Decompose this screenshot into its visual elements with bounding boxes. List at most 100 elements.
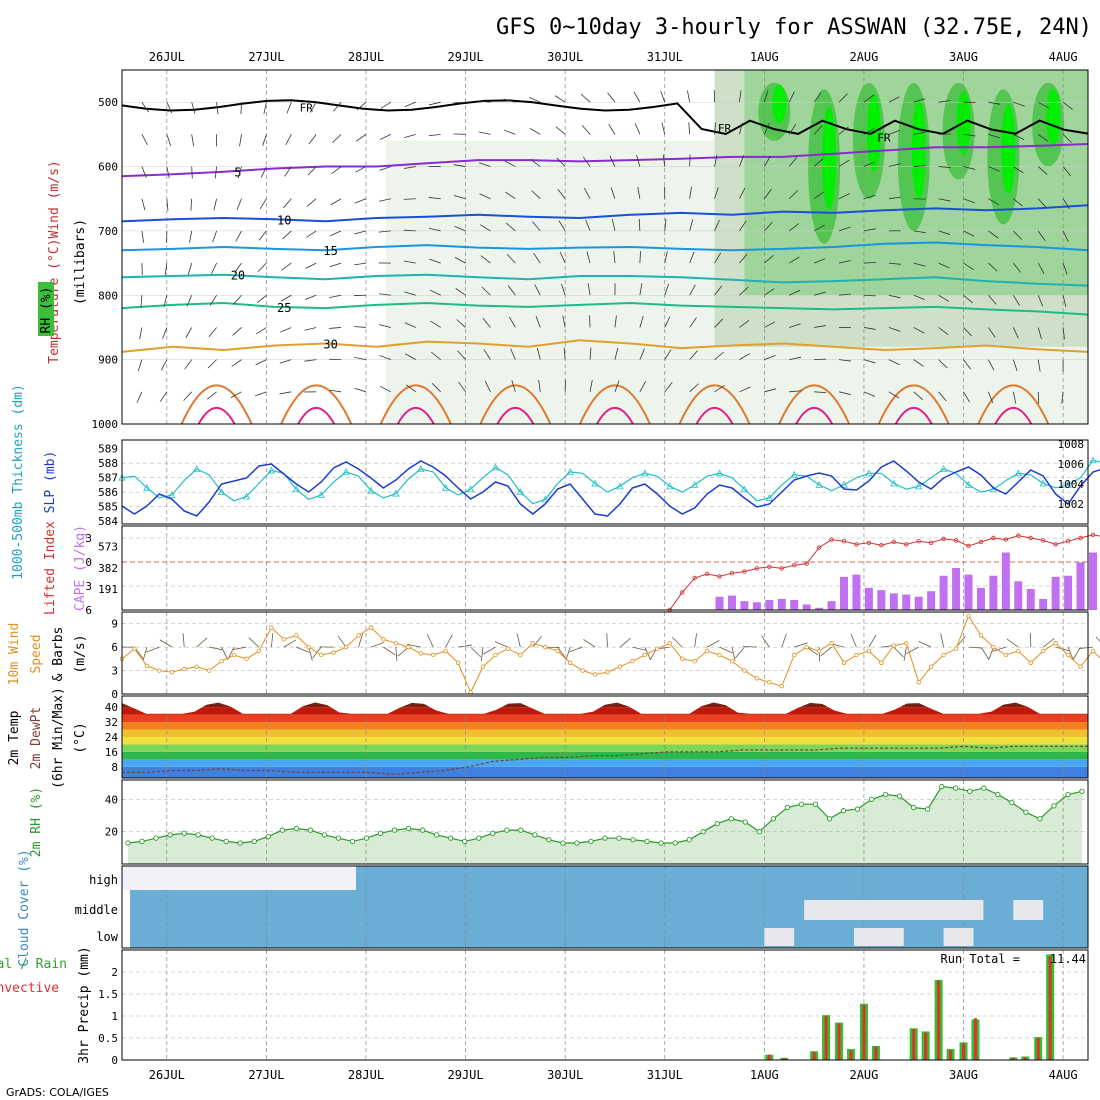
wind-speed-point: [829, 641, 834, 646]
wind-barb: [1012, 327, 1019, 339]
wind-speed-point: [1003, 652, 1009, 658]
wind-barb: [329, 389, 342, 393]
wind-speed-point: [1016, 648, 1021, 654]
wind-barb: [963, 230, 975, 237]
rh-cell-saturated: [772, 84, 787, 124]
thickness-point: [441, 483, 450, 491]
wind-barb: [714, 187, 719, 199]
isotherm-15: [121, 241, 1089, 252]
wind-barb: [209, 295, 217, 306]
wind-barb: [688, 122, 691, 135]
cloud-level-label: middle: [75, 903, 118, 917]
wind-speed-point: [717, 652, 722, 658]
top-date-label: 28JUL: [348, 50, 384, 64]
wind-barb: [230, 391, 242, 398]
wind-barb: [187, 262, 193, 275]
wind-barb: [963, 133, 976, 137]
wind-10m-barb: [1067, 646, 1074, 661]
precip-convective-bar: [812, 1052, 816, 1060]
wind-barb: [136, 391, 143, 403]
wind-speed-point: [667, 641, 672, 646]
wind-barb: [256, 327, 267, 335]
temperature-axis-label: (6hr Min/Max): [51, 687, 66, 789]
pressure-tick-label: 900: [98, 354, 118, 367]
rh-point: [419, 827, 426, 833]
wind-barb: [764, 388, 777, 393]
thickness-point: [367, 486, 375, 494]
wind-barb: [191, 102, 196, 114]
wind-barb: [1062, 101, 1073, 110]
temperature-color-band: [122, 744, 1088, 752]
lifted-index-tick-label: 0: [85, 556, 92, 569]
cape-bar: [765, 600, 774, 610]
wind-10m-barb: [283, 639, 297, 648]
wind-barb: [610, 187, 616, 199]
wind-barb: [838, 391, 851, 395]
thickness-tick-label: 587: [98, 472, 118, 485]
lifted-index-point: [891, 539, 897, 545]
wind-barb: [482, 317, 491, 328]
rh-point: [1079, 788, 1085, 794]
wind-barb: [141, 101, 150, 113]
wind-barb: [813, 258, 826, 264]
surface-isotherm-35: [280, 384, 353, 425]
wind-barb: [538, 379, 541, 392]
wind-barb: [888, 359, 900, 366]
wind-barb: [1062, 295, 1067, 308]
wind-barb: [788, 91, 795, 103]
wind-10m-barb: [820, 646, 832, 657]
wind-barb: [453, 164, 466, 167]
wind-barb: [379, 324, 391, 328]
panel6-frame: [121, 779, 1089, 865]
top-date-label: 27JUL: [248, 50, 284, 64]
wind-barb: [589, 347, 592, 360]
isotherm-label: 15: [323, 244, 337, 258]
thickness-point: [417, 465, 425, 472]
slp-tick-label: 1006: [1058, 458, 1085, 471]
slp-tick-label: 1002: [1058, 498, 1085, 511]
wind-barb: [507, 285, 516, 296]
wind-speed-point: [605, 669, 610, 675]
wind-barb: [304, 294, 317, 300]
panel7-frame: [121, 865, 1089, 949]
cape-bar: [864, 587, 873, 610]
thickness-tick-label: 588: [98, 457, 118, 470]
wind-barb: [913, 391, 924, 400]
wind-barb: [585, 219, 591, 232]
pressure-tick-label: 500: [98, 96, 118, 109]
wind-barb: [529, 127, 541, 135]
wind-barb: [608, 123, 616, 135]
cape-bar: [1001, 552, 1010, 610]
wind-barb: [262, 134, 267, 146]
cape-bar: [889, 593, 898, 610]
wind-barb: [988, 133, 1001, 139]
wind-barb: [838, 359, 851, 362]
wind-barb: [689, 251, 695, 264]
bottom-date-label: 2AUG: [849, 1068, 878, 1082]
wind-barb: [254, 391, 267, 397]
wind-barb: [233, 295, 242, 305]
wind-10m-barb: [248, 637, 260, 648]
wind-speed-point: [555, 648, 560, 654]
wind-10m-barb: [483, 646, 496, 655]
rh-point: [251, 838, 257, 845]
temperature-curve-mask: [122, 696, 1088, 714]
wind-barb: [714, 219, 720, 232]
wind-barb: [559, 252, 566, 264]
thickness-point: [193, 465, 201, 472]
wind-barb: [863, 327, 876, 330]
high-cloud-block: [281, 866, 357, 890]
wind-barb: [431, 351, 441, 360]
wind-speed-point: [194, 664, 199, 669]
wind-speed-point: [306, 644, 311, 650]
wind-speed-point: [443, 648, 448, 654]
wind-barb: [354, 387, 367, 393]
wind-barb: [561, 283, 566, 296]
rh-point: [195, 832, 201, 838]
wind-barb: [813, 158, 824, 167]
wind-10m-barb: [337, 635, 347, 648]
wind-10m-barb: [494, 641, 509, 648]
rh-point: [644, 838, 650, 845]
wind-barb: [458, 381, 466, 393]
wind-barb: [1062, 327, 1065, 340]
